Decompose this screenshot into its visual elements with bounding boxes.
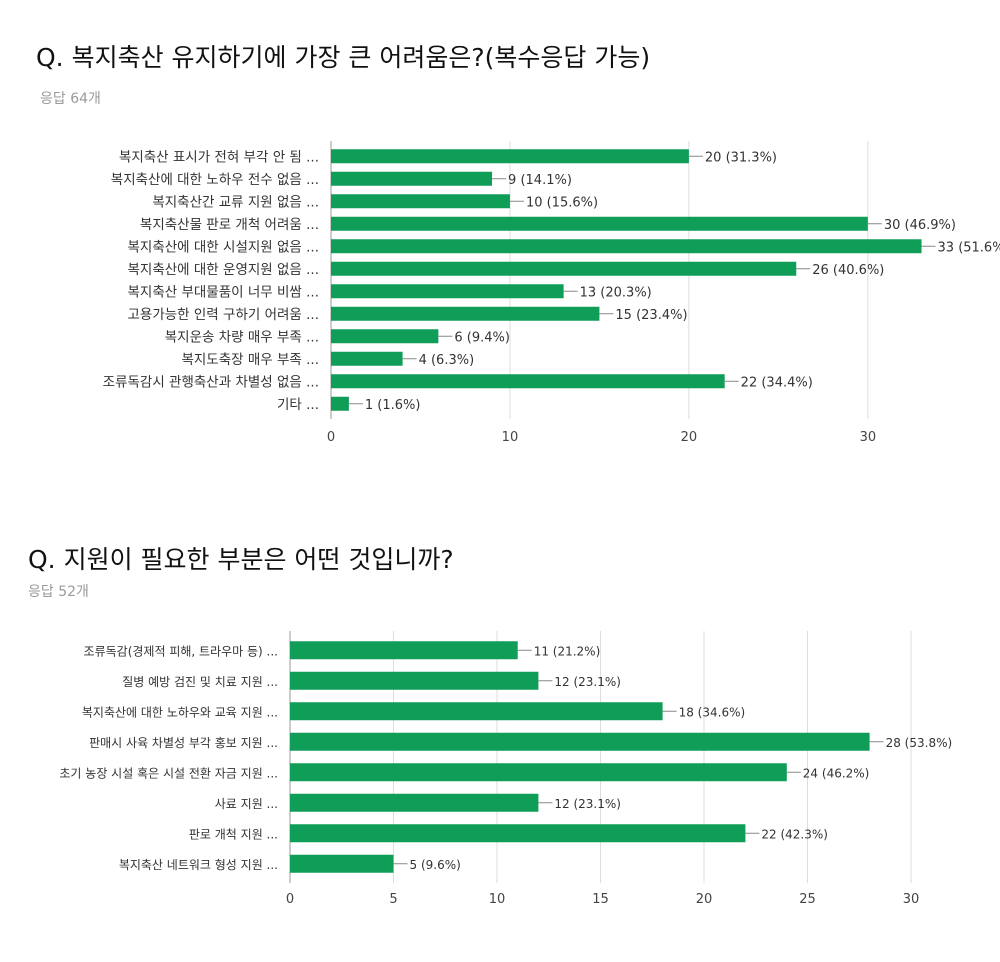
chart-1-category-label: 고용가능한 인력 구하기 어려움 ...: [128, 307, 320, 323]
chart-2-category-label: 복지축산 네트워크 형성 지원 ...: [119, 858, 278, 872]
chart-1-category-label: 복지축산 표시가 전혀 부각 안 됨 ...: [119, 149, 319, 165]
chart-1-bar: [331, 194, 510, 209]
chart-2-data-label: 22 (42.3%): [761, 827, 828, 841]
chart-2-tick-label: 20: [696, 892, 713, 905]
chart-2-tick-label: 15: [592, 892, 609, 905]
chart-2-data-label: 5 (9.6%): [410, 858, 461, 872]
chart-1-data-label: 33 (51.6%): [938, 240, 1000, 255]
chart-2-category-label: 사료 지원 ...: [215, 797, 278, 811]
chart-1-data-label: 13 (20.3%): [580, 285, 652, 300]
chart-2-bar: [290, 854, 394, 873]
chart-1-bar: [331, 284, 564, 299]
chart-1-category-label: 복지축산물 판로 개척 어려움 ...: [140, 217, 319, 233]
chart-2-response-count: 응답 52개: [28, 584, 89, 600]
chart-2-tick-label: 5: [389, 892, 397, 905]
chart-1-bar: [331, 216, 868, 231]
chart-2-tick-label: 30: [903, 892, 920, 905]
chart-2-category-label: 초기 농장 시설 혹은 시설 전환 자금 지원 ...: [59, 766, 278, 780]
chart-1-bar: [331, 329, 439, 344]
chart-1-bar: [331, 374, 725, 389]
chart-1-category-label: 복지축산에 대한 노하우 전수 없음 ...: [111, 172, 319, 188]
chart-2-tick-label: 0: [286, 892, 294, 905]
chart-2-category-label: 질병 예방 검진 및 치료 지원 ...: [122, 675, 278, 689]
chart-1-bar: [331, 261, 797, 276]
chart-2-tick-label: 10: [489, 892, 506, 905]
chart-1-category-label: 복지축산간 교류 지원 없음 ...: [152, 194, 319, 210]
chart-1-category-label: 복지축산 부대물품이 너무 비쌈 ...: [128, 284, 320, 300]
chart-1-category-label: 조류독감시 관행축산과 차별성 없음 ...: [103, 374, 319, 390]
chart-2-category-label: 복지축산에 대한 노하우와 교육 지원 ...: [82, 705, 278, 719]
chart-2-data-label: 11 (21.2%): [534, 644, 601, 658]
chart-2-data-label: 12 (23.1%): [554, 675, 621, 689]
chart-1-category-label: 복지운송 차량 매우 부족 ...: [165, 329, 319, 345]
chart-1-response-count: 응답 64개: [40, 91, 101, 107]
chart-1-tick-label: 30: [860, 430, 877, 445]
chart-1-category-label: 복지축산에 대한 시설지원 없음 ...: [128, 239, 320, 255]
chart-1-bar: [331, 351, 403, 366]
chart-2-category-label: 판매시 사육 차별성 부각 홍보 지원 ...: [89, 736, 278, 750]
chart-2-category-label: 조류독감(경제적 피해, 트라우마 등) ...: [84, 644, 278, 658]
chart-1-data-label: 1 (1.6%): [365, 398, 421, 413]
chart-1-bar: [331, 149, 689, 164]
chart-2-bar: [290, 793, 539, 812]
chart-1-data-label: 4 (6.3%): [419, 353, 475, 368]
chart-1-svg: 0 10 20 30 복지축산 표시가 전혀 부각 안 됨 ... 20 (31.3%) 복…: [103, 141, 1000, 445]
chart-1-data-label: 9 (14.1%): [508, 173, 572, 188]
chart-1-data-label: 10 (15.6%): [526, 195, 598, 210]
chart-2-bar: [290, 824, 746, 843]
chart-2-data-label: 28 (53.8%): [886, 736, 953, 750]
chart-1-data-label: 26 (40.6%): [812, 263, 884, 278]
chart-1-category-label: 복지축산에 대한 운영지원 없음 ...: [128, 262, 320, 278]
chart-2-svg: 0 5 10 15 20 25 30 조류독감(경제적 피해, 트라우마 등) ... 11 (…: [59, 631, 953, 905]
chart-2-bar: [290, 671, 539, 690]
chart-1-category-label: 복지도축장 매우 부족 ...: [181, 352, 319, 368]
chart-1-data-label: 15 (23.4%): [615, 308, 687, 323]
chart-1-bar: [331, 396, 349, 411]
chart-2-bar: [290, 732, 870, 751]
chart-1-title: Q. 복지축산 유지하기에 가장 큰 어려움은?(복수응답 가능): [36, 43, 651, 72]
chart-2-bar: [290, 702, 663, 721]
chart-1-data-label: 30 (46.9%): [884, 218, 956, 233]
chart-1-data-label: 6 (9.4%): [454, 330, 510, 345]
chart-1-tick-label: 20: [681, 430, 698, 445]
chart-2-tick-label: 25: [799, 892, 816, 905]
chart-1-bar: [331, 306, 600, 321]
chart-2-data-label: 12 (23.1%): [554, 797, 621, 811]
chart-2-title: Q. 지원이 필요한 부분은 어떤 것입니까?: [28, 545, 454, 574]
chart-1-data-label: 20 (31.3%): [705, 150, 777, 165]
chart-1-tick-label: 10: [502, 430, 519, 445]
chart-2-data-label: 18 (34.6%): [679, 705, 746, 719]
chart-1-data-label: 22 (34.4%): [741, 375, 813, 390]
chart-1-bar: [331, 171, 493, 186]
chart-2-data-label: 24 (46.2%): [803, 766, 870, 780]
chart-2-bar: [290, 641, 518, 660]
chart-1-bar: [331, 239, 922, 254]
chart-1-category-label: 기타 ...: [277, 397, 319, 413]
chart-2-bar: [290, 763, 787, 782]
chart-2-category-label: 판로 개척 지원 ...: [189, 827, 278, 841]
chart-1-tick-label: 0: [327, 430, 335, 445]
